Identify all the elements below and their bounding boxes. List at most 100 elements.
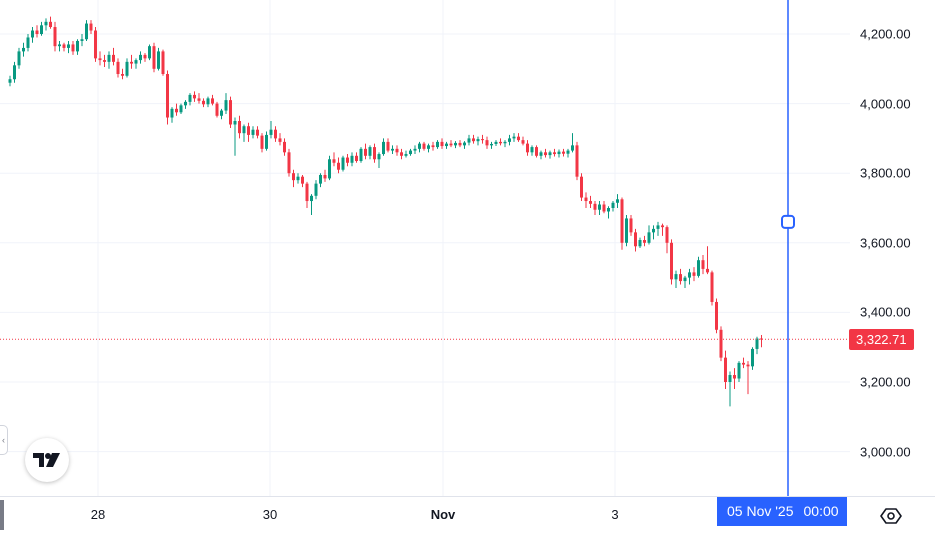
price-tick-label: 4,200.00	[860, 26, 911, 42]
candle-body	[31, 30, 34, 38]
candle	[211, 94, 214, 106]
candle-body	[85, 23, 88, 40]
candle-body	[76, 40, 79, 52]
candle	[499, 138, 502, 146]
time-tick-label: 3	[611, 507, 619, 522]
candle	[688, 268, 691, 285]
candle	[152, 42, 156, 73]
candle	[121, 68, 124, 80]
candle-body	[467, 138, 471, 143]
candle-body	[490, 143, 493, 146]
candle	[557, 149, 561, 158]
candlestick-chart[interactable]	[0, 0, 850, 496]
candle	[449, 140, 453, 148]
candle-body	[625, 218, 628, 243]
last-price-label: 3,322.71	[849, 329, 914, 351]
candle	[463, 141, 466, 149]
candle-body	[562, 151, 565, 154]
candle-body	[449, 143, 453, 146]
candle	[652, 225, 655, 240]
candle	[359, 147, 363, 163]
candle	[629, 214, 633, 236]
candle-body	[341, 157, 345, 170]
candle	[341, 155, 345, 172]
grid-lines	[0, 0, 850, 496]
candle	[742, 357, 745, 369]
candle-body	[647, 232, 651, 243]
candle	[215, 101, 219, 118]
candle	[611, 201, 615, 212]
candle-body	[112, 54, 115, 62]
candle-body	[287, 152, 291, 174]
candle	[175, 103, 178, 116]
candle	[647, 225, 651, 245]
candle	[148, 44, 151, 61]
time-axis[interactable]: 28 30 Nov 3	[0, 496, 935, 539]
candle	[634, 228, 637, 252]
candle-body	[566, 150, 570, 154]
candle	[683, 275, 687, 289]
candle-body	[719, 329, 723, 358]
candle	[562, 148, 565, 157]
candle-body	[409, 150, 412, 155]
candle	[517, 133, 520, 142]
scroll-left-handle[interactable]: ‹	[0, 425, 8, 455]
candle	[508, 134, 511, 146]
candle	[278, 133, 282, 146]
candle	[8, 75, 12, 87]
candle-body	[350, 155, 354, 163]
chart-settings-button[interactable]	[880, 505, 902, 527]
candle	[188, 93, 192, 106]
candle-body	[679, 274, 682, 282]
candle-body	[634, 232, 637, 247]
candle	[382, 138, 385, 156]
candle-body	[593, 203, 597, 210]
candle	[202, 98, 205, 108]
candle	[386, 138, 390, 153]
candle-body	[188, 94, 192, 102]
candle	[413, 145, 417, 155]
candle	[220, 108, 223, 120]
candle	[490, 141, 493, 149]
price-axis[interactable]: 4,200.00 4,000.00 3,800.00 3,600.00 3,400.00…	[850, 0, 935, 496]
candle	[760, 335, 763, 348]
candle	[125, 58, 129, 78]
candle	[40, 21, 43, 36]
candle-body	[589, 201, 592, 204]
price-tick-label: 3,600.00	[860, 235, 911, 251]
candle-body	[670, 242, 673, 280]
candle-body	[575, 145, 579, 177]
candle-body	[229, 100, 232, 125]
candle	[319, 173, 322, 188]
candle	[620, 197, 624, 250]
candle	[733, 368, 736, 389]
candle	[301, 174, 304, 188]
crosshair-handle[interactable]	[781, 214, 795, 229]
candle-body	[508, 138, 511, 142]
candle-body	[80, 39, 84, 41]
candle	[17, 47, 21, 69]
candle-body	[643, 240, 646, 243]
candle	[395, 145, 399, 156]
candle	[598, 201, 601, 215]
chart-plot-area[interactable]	[0, 0, 850, 496]
candle	[440, 138, 444, 149]
candle	[31, 27, 34, 43]
crosshair-date: 05 Nov '25	[727, 503, 794, 519]
candle-body	[652, 228, 655, 233]
candle-body	[665, 227, 669, 243]
candle-body	[598, 204, 601, 210]
candle	[616, 194, 619, 208]
candle-body	[710, 272, 714, 302]
candle	[35, 25, 39, 38]
candle-body	[458, 142, 462, 146]
candle-body	[202, 100, 205, 105]
tradingview-logo[interactable]	[25, 438, 69, 482]
candle-body	[701, 260, 705, 269]
candle	[535, 145, 538, 158]
candle	[292, 169, 295, 188]
candle-body	[427, 145, 430, 149]
candle	[179, 103, 183, 115]
candle-body	[148, 46, 151, 59]
candle-body	[746, 364, 750, 367]
